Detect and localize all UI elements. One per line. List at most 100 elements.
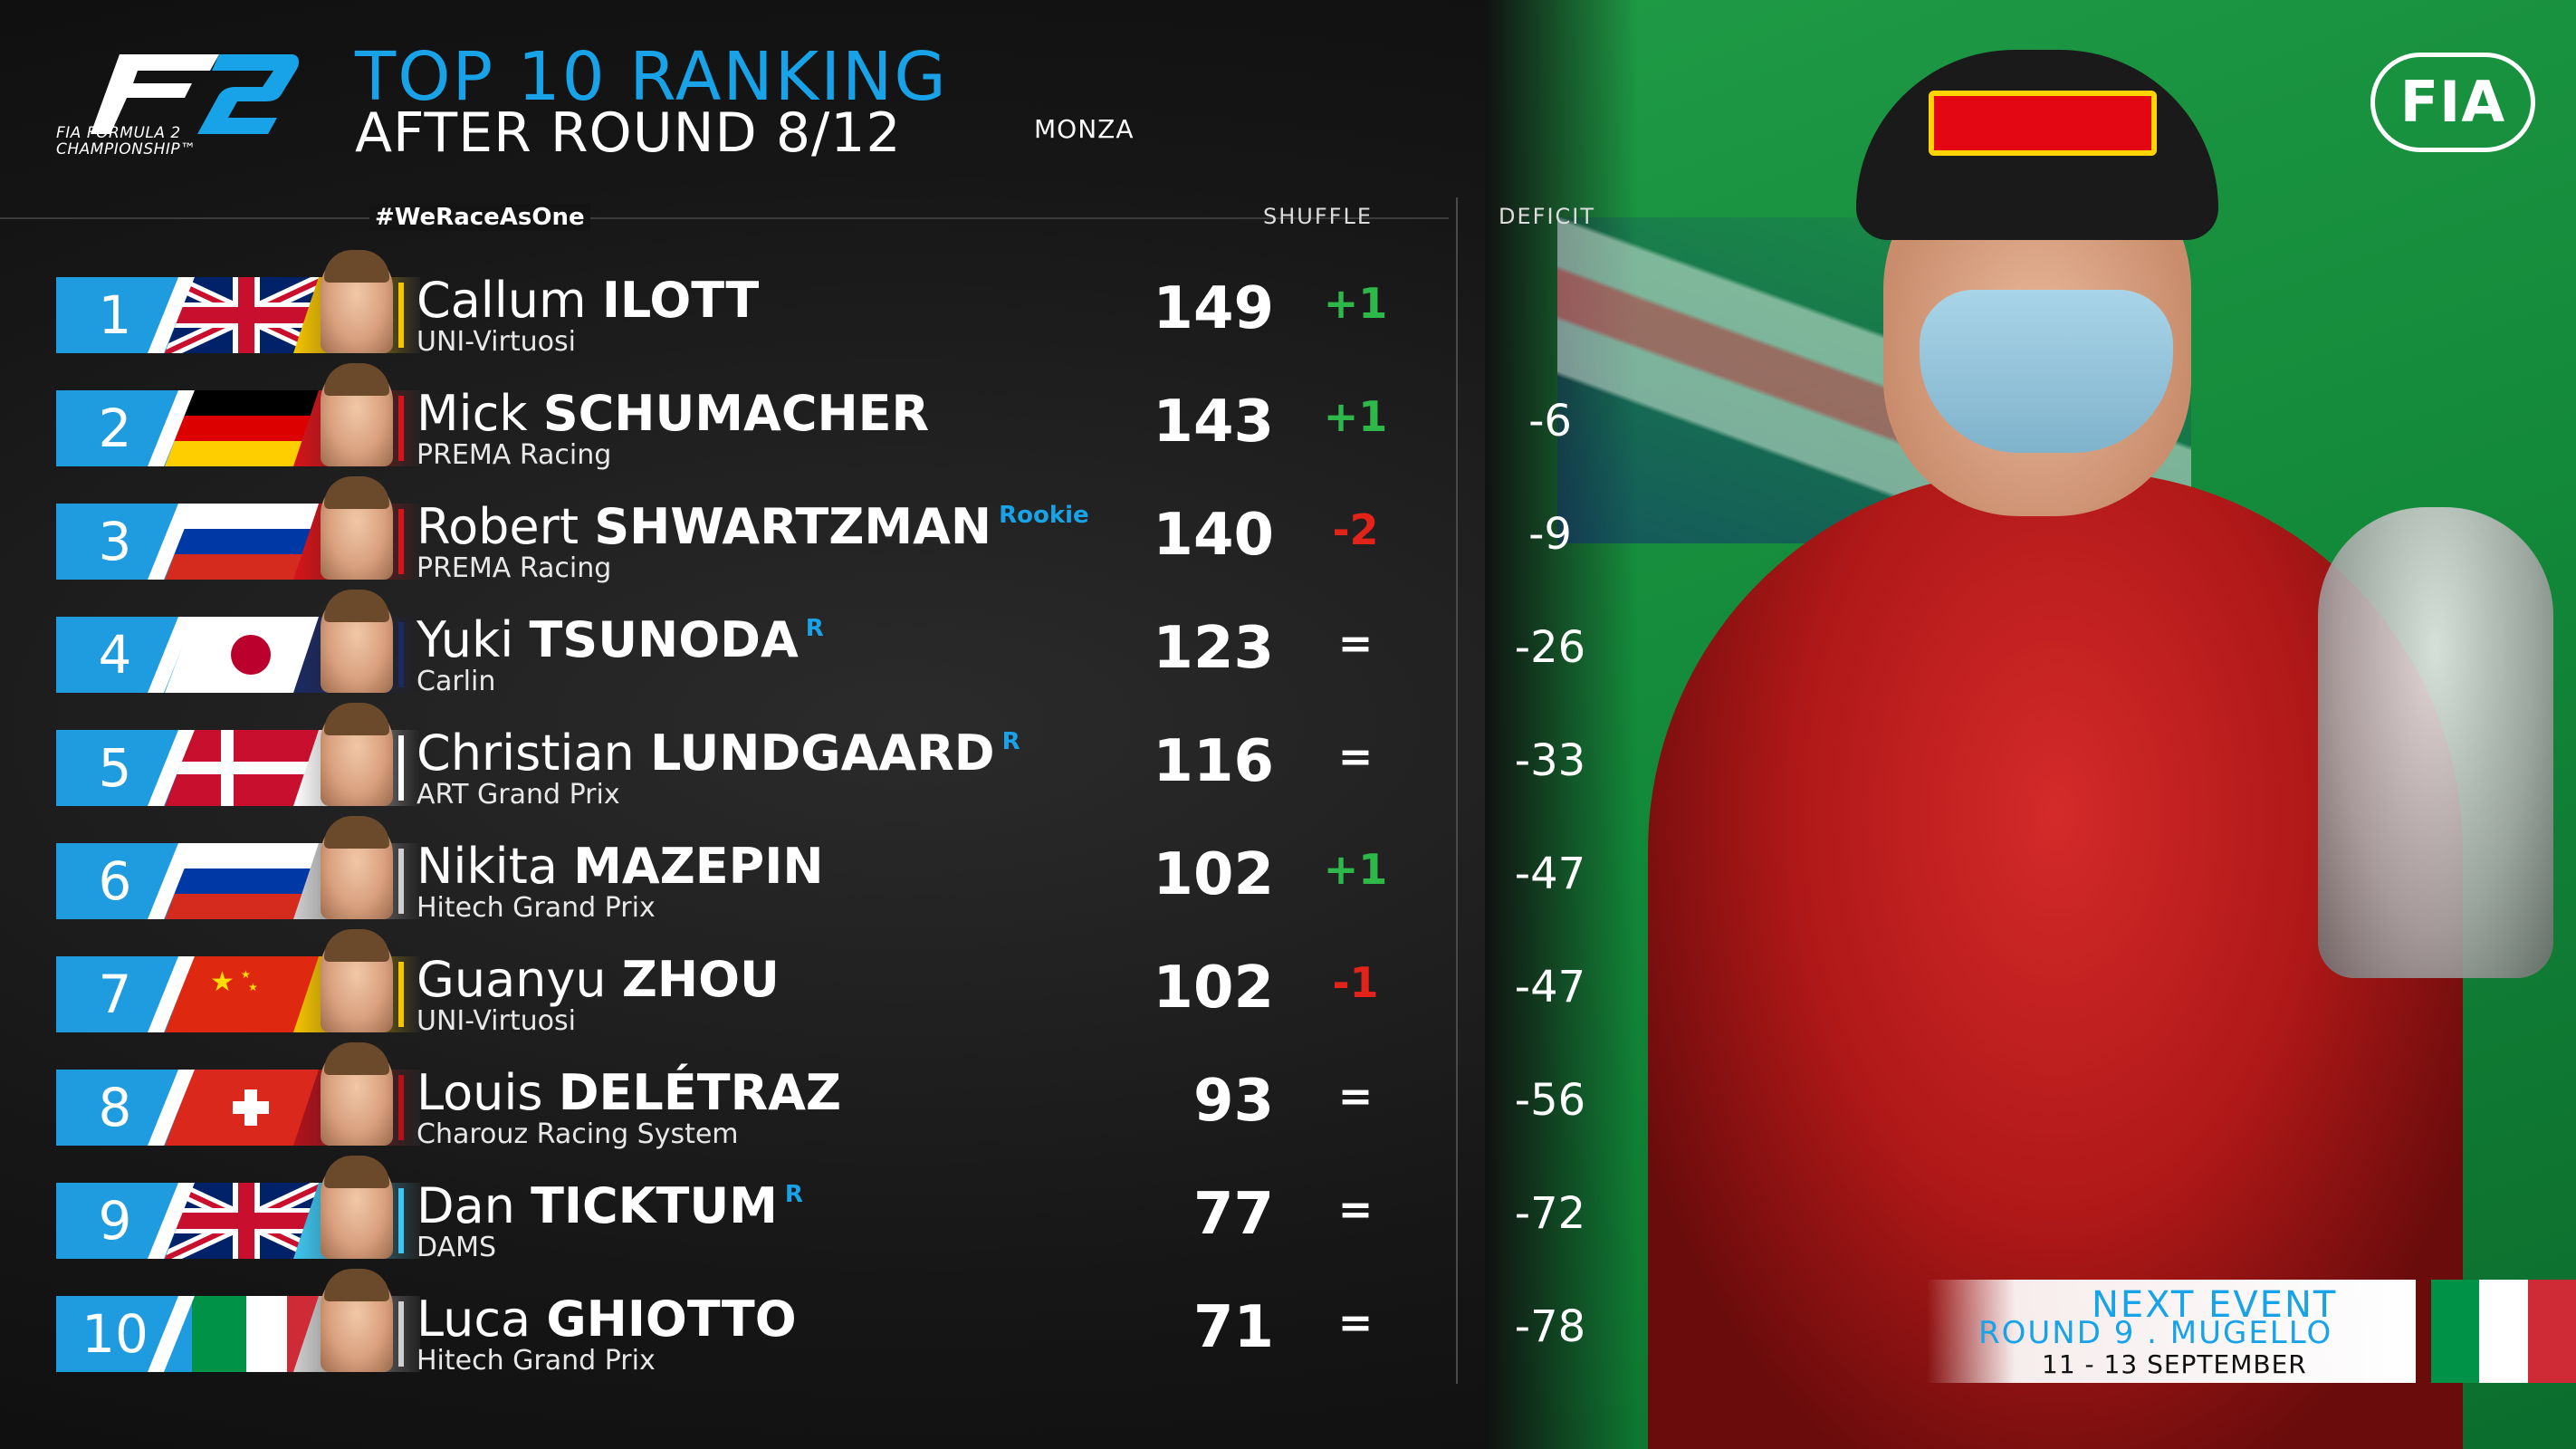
- position-number: 1: [98, 284, 132, 346]
- shuffle-change: -1: [1332, 958, 1379, 1007]
- team-name: Hitech Grand Prix: [417, 892, 656, 924]
- driver-name: Guanyu ZHOU: [417, 951, 787, 1008]
- driver-hair: [324, 590, 389, 622]
- driver-last-name: DELÉTRAZ: [558, 1064, 842, 1121]
- points: 77: [1192, 1181, 1274, 1248]
- location-label: MONZA: [1034, 114, 1135, 144]
- shuffle-change: =: [1337, 1071, 1374, 1120]
- jp-flag-icon: [165, 617, 328, 693]
- driver-last-name: GHIOTTO: [546, 1291, 797, 1348]
- column-divider: [1456, 197, 1458, 1384]
- rookie-badge: Rookie: [999, 502, 1089, 529]
- driver-name: Callum ILOTT: [417, 272, 766, 329]
- driver-last-name: SHWARTZMAN: [594, 498, 992, 555]
- driver-name: Nikita MAZEPIN: [417, 838, 831, 895]
- points: 102: [1153, 955, 1274, 1022]
- team-name: Charouz Racing System: [417, 1118, 739, 1150]
- team-name: DAMS: [417, 1232, 497, 1263]
- driver-hair: [324, 703, 389, 735]
- rookie-badge: R: [784, 1181, 803, 1208]
- driver-last-name: LUNDGAARD: [649, 724, 995, 782]
- ranking-row: 6 Nikita MAZEPIN Hitech Grand Prix 102 +…: [56, 816, 1650, 924]
- team-name: UNI-Virtuosi: [417, 326, 576, 358]
- points: 123: [1153, 615, 1274, 682]
- driver-name: Christian LUNDGAARD R: [417, 724, 1020, 782]
- driver-last-name: ILOTT: [601, 272, 760, 329]
- driver-first-name: Mick: [417, 385, 528, 442]
- team-accent-bar: [398, 1075, 404, 1140]
- shuffle-change: =: [1337, 1185, 1374, 1233]
- driver-first-name: Guanyu: [417, 951, 607, 1008]
- driver-name: Yuki TSUNODA R: [417, 611, 824, 668]
- points: 102: [1153, 841, 1274, 908]
- driver-first-name: Nikita: [417, 838, 558, 895]
- ranking-row: 5 Christian LUNDGAARD R ART Grand Prix 11…: [56, 703, 1650, 811]
- position-number: 3: [98, 511, 132, 572]
- fia-logo-icon: FIA: [2370, 53, 2535, 152]
- team-name: Hitech Grand Prix: [417, 1345, 656, 1377]
- points: 149: [1153, 275, 1274, 342]
- position-number: 9: [98, 1190, 132, 1252]
- driver-hair: [324, 929, 389, 962]
- team-accent-bar: [398, 622, 404, 687]
- points-deficit: -6: [1528, 396, 1572, 446]
- position-number: 2: [98, 398, 132, 459]
- driver-hair: [324, 1042, 389, 1075]
- team-accent-bar: [398, 1188, 404, 1253]
- ranking-row: 10 Luca GHIOTTO Hitech Grand Prix 71 = -…: [56, 1269, 1650, 1377]
- position-number: 6: [98, 850, 132, 912]
- points: 93: [1192, 1068, 1274, 1135]
- driver-first-name: Luca: [417, 1291, 531, 1348]
- driver-name: Robert SHWARTZMAN Rookie: [417, 498, 1089, 555]
- shuffle-change: +1: [1323, 279, 1388, 328]
- team-accent-bar: [398, 849, 404, 914]
- team-accent-bar: [398, 509, 404, 574]
- next-event-panel: [1927, 1280, 2416, 1383]
- points: 71: [1192, 1294, 1274, 1361]
- driver-first-name: Louis: [417, 1064, 543, 1121]
- team-accent-bar: [398, 962, 404, 1027]
- shuffle-change: -2: [1332, 505, 1379, 554]
- svg-text:★: ★: [241, 968, 251, 981]
- driver-hair: [324, 1269, 389, 1301]
- position-number: 4: [98, 624, 132, 686]
- points-deficit: -26: [1514, 622, 1586, 673]
- driver-first-name: Robert: [417, 498, 579, 555]
- points: 143: [1153, 389, 1274, 456]
- next-event-round: ROUND 9 . MUGELLO: [1978, 1315, 2333, 1351]
- driver-hair: [324, 1156, 389, 1188]
- driver-first-name: Callum: [417, 272, 587, 329]
- driver-last-name: TICKTUM: [531, 1177, 778, 1234]
- f2-logo-icon: [91, 54, 299, 134]
- logo-subtitle-line-1: FIA FORMULA 2: [56, 124, 181, 142]
- driver-name: Dan TICKTUM R: [417, 1177, 803, 1234]
- team-name: Carlin: [417, 666, 496, 697]
- points-deficit: -9: [1528, 509, 1572, 560]
- ranking-row: ★ ★ ★ 7 Guanyu ZHOU UNI-Virtuosi 102 -1 -4…: [56, 929, 1650, 1037]
- points-deficit: -72: [1514, 1188, 1586, 1239]
- team-name: UNI-Virtuosi: [417, 1005, 576, 1037]
- page-subtitle: AFTER ROUND 8/12: [355, 101, 902, 165]
- driver-last-name: ZHOU: [621, 951, 780, 1008]
- ranking-row: 2 Mick SCHUMACHER PREMA Racing 143 +1 -6: [56, 363, 1650, 471]
- team-accent-bar: [398, 735, 404, 801]
- svg-text:★: ★: [248, 981, 258, 993]
- shuffle-change: =: [1337, 1298, 1374, 1347]
- driver-name: Louis DELÉTRAZ: [417, 1064, 848, 1121]
- team-name: ART Grand Prix: [417, 779, 620, 811]
- page-title: TOP 10 RANKING: [355, 38, 948, 116]
- it-flag-icon: [2431, 1280, 2576, 1383]
- hashtag: #WeRaceAsOne: [369, 204, 590, 231]
- driver-name: Mick SCHUMACHER: [417, 385, 936, 442]
- ranking-row: 1 Callum ILOTT UNI-Virtuosi 149 +1: [56, 250, 1650, 358]
- driver-last-name: MAZEPIN: [573, 838, 824, 895]
- driver-last-name: TSUNODA: [529, 611, 799, 668]
- driver-name: Luca GHIOTTO: [417, 1291, 804, 1348]
- shuffle-change: =: [1337, 619, 1374, 667]
- points: 140: [1153, 502, 1274, 569]
- driver-first-name: Yuki: [417, 611, 514, 668]
- header-divider: [0, 217, 1449, 219]
- points-deficit: -33: [1514, 735, 1586, 786]
- team-accent-bar: [398, 1301, 404, 1367]
